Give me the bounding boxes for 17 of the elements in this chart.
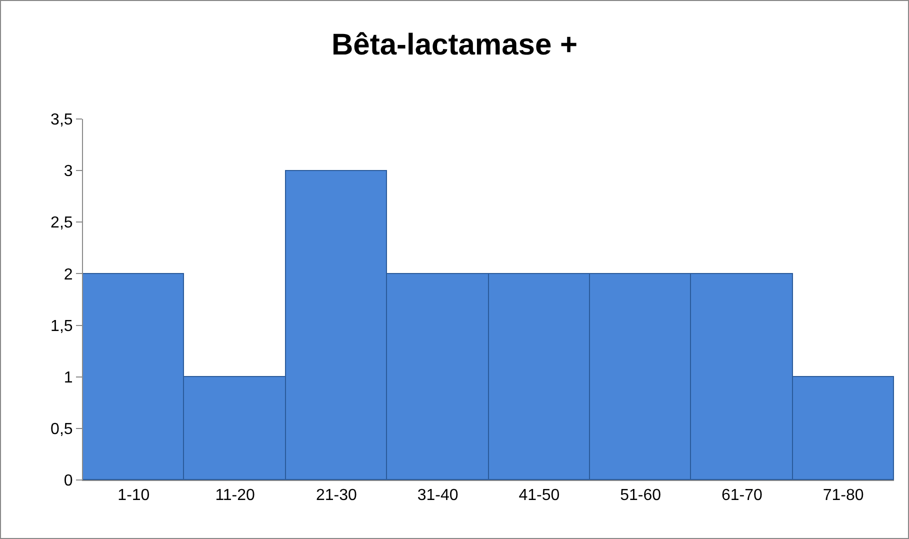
x-tick-label: 21-30 (316, 487, 358, 504)
y-tick-label: 1 (64, 369, 73, 386)
x-tick-label: 11-20 (215, 487, 256, 504)
y-tick-label: 0,5 (50, 421, 73, 438)
x-tick-label: 51-60 (620, 487, 662, 504)
y-tick-label: 2 (64, 266, 73, 284)
x-tick-label: 71-80 (822, 487, 864, 504)
y-tick-label: 1,5 (50, 318, 73, 335)
x-tick-label: 1-10 (118, 487, 150, 504)
chart-title: Bêta-lactamase + (332, 28, 578, 62)
x-tick-label: 41-50 (518, 487, 560, 504)
y-tick-label: 3 (64, 163, 73, 180)
x-tick-label: 61-70 (721, 487, 763, 504)
y-tick-label: 2,5 (50, 214, 73, 232)
x-tick-label: 31-40 (417, 487, 458, 504)
y-tick-label: 0 (64, 472, 73, 490)
y-tick-label: 3,5 (50, 112, 73, 129)
